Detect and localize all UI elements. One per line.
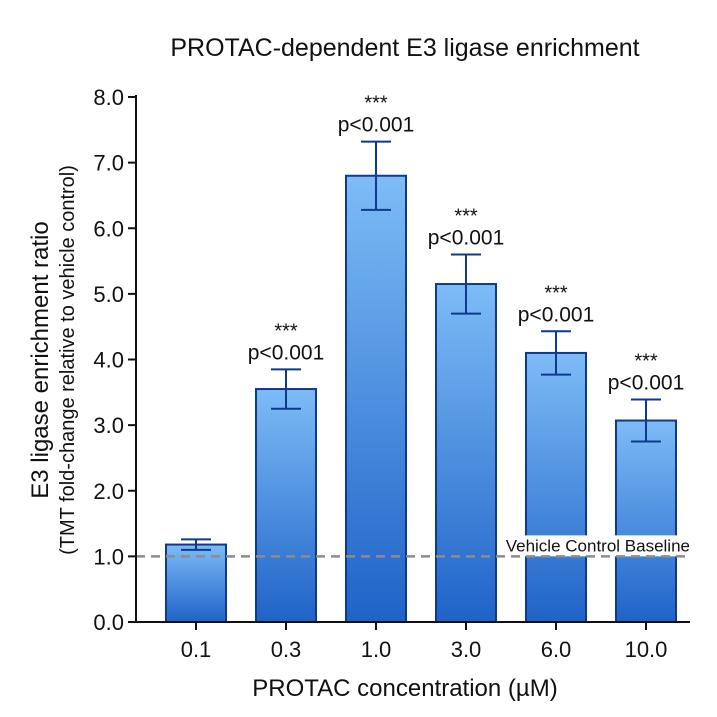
y-tick-label: 4.0 — [93, 348, 124, 373]
y-tick-label: 0.0 — [93, 610, 124, 635]
y-axis-ticks: 0.0 1.0 2.0 3.0 4.0 5.0 6.0 7.0 8.0 — [93, 85, 136, 635]
p-value-label: p<0.001 — [338, 114, 415, 137]
significance-annotations: ***p<0.001***p<0.001***p<0.001***p<0.001… — [248, 93, 685, 395]
x-axis-ticks: 0.1 0.3 1.0 3.0 6.0 10.0 — [181, 622, 668, 662]
y-axis-label: E3 ligase enrichment ratio — [27, 221, 54, 498]
p-value-label: p<0.001 — [428, 227, 505, 250]
y-tick-label: 7.0 — [93, 151, 124, 176]
p-value-label: p<0.001 — [608, 372, 685, 395]
x-tick-label: 6.0 — [541, 637, 572, 662]
x-tick-label: 0.3 — [271, 637, 302, 662]
y-tick-label: 3.0 — [93, 413, 124, 438]
y-tick-label: 8.0 — [93, 85, 124, 110]
chart-title: PROTAC-dependent E3 ligase enrichment — [170, 34, 639, 62]
y-axis-title: E3 ligase enrichment ratio (TMT fold-cha… — [27, 165, 79, 555]
y-tick-label: 1.0 — [93, 544, 124, 569]
y-tick-label: 6.0 — [93, 216, 124, 241]
baseline-label-background — [501, 535, 694, 557]
significance-stars: *** — [274, 320, 298, 342]
bar — [615, 419, 677, 623]
baseline-label: Vehicle Control Baseline — [506, 536, 690, 555]
p-value-label: p<0.001 — [518, 303, 595, 326]
significance-stars: *** — [544, 282, 568, 304]
bar — [255, 388, 317, 623]
y-tick-label: 2.0 — [93, 479, 124, 504]
x-axis-label: PROTAC concentration (µM) — [252, 675, 557, 702]
x-tick-label: 3.0 — [451, 637, 482, 662]
x-tick-label: 0.1 — [181, 637, 212, 662]
p-value-label: p<0.001 — [248, 341, 325, 364]
x-tick-label: 10.0 — [625, 637, 668, 662]
x-tick-label: 1.0 — [361, 637, 392, 662]
bar — [525, 351, 587, 623]
baseline-group: Vehicle Control Baseline — [136, 535, 694, 558]
significance-stars: *** — [364, 93, 388, 115]
bar — [345, 174, 407, 623]
y-axis-sublabel: (TMT fold-change relative to vehicle con… — [57, 165, 79, 555]
bar — [435, 283, 497, 623]
significance-stars: *** — [634, 351, 658, 373]
significance-stars: *** — [454, 206, 478, 228]
y-tick-label: 5.0 — [93, 282, 124, 307]
